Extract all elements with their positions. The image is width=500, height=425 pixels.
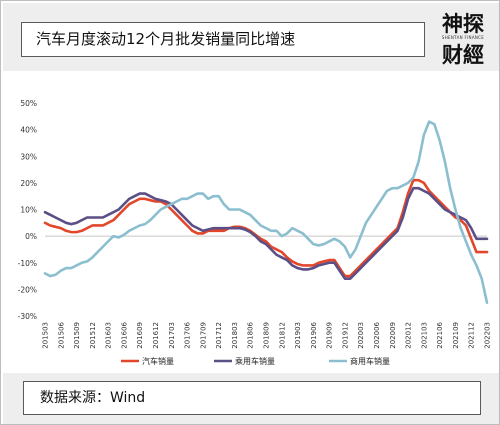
x-tick-label: 201612 — [152, 322, 160, 349]
x-tick-label: 201712 — [215, 322, 223, 349]
x-tick-label: 202006 — [373, 321, 381, 348]
x-tick-label: 201903 — [294, 322, 302, 349]
x-tick-label: 201709 — [199, 322, 207, 349]
chart-area: 50% 40% 30% 20% 10% 0% -10% -20% -30% 201503 20150… — [3, 85, 499, 373]
data-source: 数据来源：Wind — [23, 381, 481, 415]
x-tick-label: 202203 — [484, 322, 492, 349]
x-tick-label: 202106 — [436, 321, 444, 348]
y-tick-label: -30% — [18, 312, 37, 321]
y-tick-label: 30% — [20, 152, 37, 161]
x-tick-label: 202003 — [357, 322, 365, 349]
x-tick-label: 201912 — [341, 322, 349, 349]
x-tick-label: 202112 — [468, 322, 476, 349]
legend-label: 汽车销量 — [142, 356, 174, 366]
x-tick-label: 202103 — [420, 322, 428, 349]
x-tick-label: 201606 — [120, 321, 128, 348]
series-line — [43, 186, 489, 281]
x-tick-label: 201812 — [278, 322, 286, 349]
y-tick-label: 10% — [20, 206, 37, 215]
x-tick-label: 201603 — [105, 322, 113, 349]
x-tick-label: 201512 — [89, 322, 97, 349]
logo-bottom-text: 财經 — [442, 42, 484, 67]
logo-top-text: 神探 — [442, 11, 484, 36]
logo-subtitle: SHENTAN FINANCE — [441, 35, 485, 40]
x-tick-label: 202109 — [452, 322, 460, 349]
legend-label: 乘用车销量 — [235, 356, 275, 366]
y-tick-label: -10% — [18, 259, 37, 268]
x-tick-label: 201506 — [57, 321, 65, 348]
x-tick-label: 201906 — [310, 321, 318, 348]
header-band: 汽车月度滚动12个月批发销量同比增速 神探 财經 SHENTAN FINANCE — [3, 3, 499, 71]
x-tick-label: 201909 — [326, 322, 334, 349]
x-tick-label: 201503 — [42, 322, 50, 349]
y-tick-label: 20% — [20, 179, 37, 188]
x-tick-label: 202009 — [389, 322, 397, 349]
y-tick-label: -20% — [18, 285, 37, 294]
x-tick-label: 201803 — [231, 322, 239, 349]
y-tick-label: 50% — [20, 99, 37, 108]
x-tick-label: 201609 — [136, 322, 144, 349]
x-tick-label: 201809 — [263, 322, 271, 349]
x-tick-label: 201706 — [184, 321, 192, 348]
chart-title: 汽车月度滚动12个月批发销量同比增速 — [21, 22, 425, 57]
x-tick-label: 201703 — [168, 322, 176, 349]
x-tick-label: 202012 — [405, 322, 413, 349]
series-line — [43, 178, 489, 278]
footer-band: 数据来源：Wind — [3, 373, 499, 424]
x-tick-label: 201806 — [247, 321, 255, 348]
x-tick-label: 201509 — [73, 322, 81, 349]
y-tick-label: 40% — [20, 126, 37, 135]
brand-logo: 神探 财經 — [433, 11, 493, 67]
legend-label: 商用车销量 — [350, 356, 390, 366]
y-tick-label: 0% — [25, 232, 37, 241]
series-line — [43, 120, 489, 304]
line-chart: 50% 40% 30% 20% 10% 0% -10% -20% -30% 201503 20150… — [18, 99, 492, 366]
